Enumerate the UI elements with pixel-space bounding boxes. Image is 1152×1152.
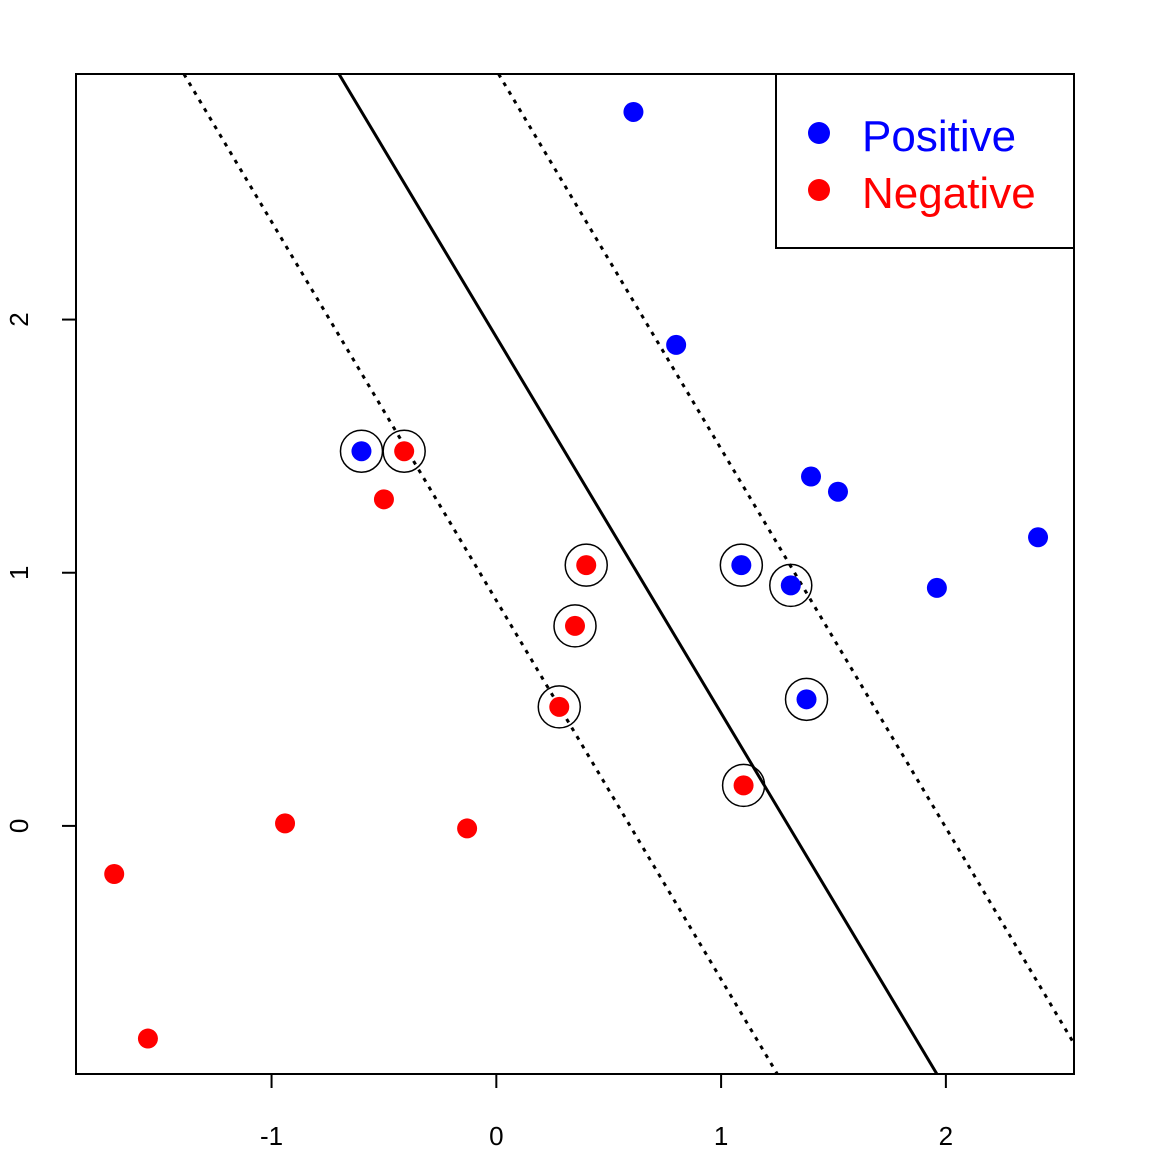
point-negative-1 [373, 489, 394, 510]
legend-marker-negative [808, 179, 830, 201]
x-axis: -1 0 1 2 [260, 1073, 953, 1151]
support-vector-ring-negative-4 [537, 685, 582, 729]
support-vector-ring-negative-3 [553, 604, 597, 648]
y-tick-label-1: 1 [4, 565, 34, 579]
support-vector-ring-positive-7 [769, 563, 813, 608]
legend: Positive Negative [775, 73, 1075, 249]
legend-marker-positive [808, 122, 830, 144]
support-vector-ring-negative-0 [382, 429, 426, 473]
point-negative-3 [565, 615, 585, 636]
lines-layer [182, 74, 1074, 1074]
point-negative-7 [457, 818, 478, 839]
y-tick-label-0: 0 [4, 819, 34, 833]
x-tick-label-3: 2 [939, 1121, 953, 1151]
point-negative-4 [549, 696, 570, 717]
point-positive-3 [801, 466, 822, 487]
legend-box [775, 73, 1075, 249]
margin-line-2 [497, 74, 1074, 1045]
point-negative-5 [733, 775, 754, 796]
points-layer [104, 101, 1049, 1049]
point-positive-1 [666, 334, 687, 355]
point-positive-6 [731, 555, 752, 576]
point-positive-8 [926, 577, 947, 598]
support-vector-ring-positive-6 [719, 543, 764, 587]
point-negative-2 [576, 555, 597, 576]
point-positive-7 [780, 575, 801, 596]
point-positive-2 [351, 441, 372, 462]
legend-label-negative: Negative [862, 169, 1036, 218]
support-vector-ring-positive-9 [784, 677, 829, 722]
x-tick-label-2: 1 [714, 1121, 728, 1151]
x-tick-label-1: 0 [489, 1121, 503, 1151]
point-negative-6 [275, 813, 296, 834]
point-positive-9 [796, 689, 817, 710]
point-negative-9 [137, 1028, 158, 1049]
point-negative-0 [394, 441, 415, 462]
point-positive-5 [1028, 527, 1049, 548]
support-vector-ring-negative-5 [721, 763, 766, 808]
legend-label-positive: Positive [862, 112, 1016, 161]
point-positive-0 [623, 101, 644, 122]
x-tick-label-0: -1 [260, 1121, 283, 1151]
y-tick-label-2: 2 [4, 312, 34, 326]
y-axis: 0 1 2 [4, 312, 77, 833]
support-vector-ring-negative-2 [564, 543, 608, 587]
point-positive-4 [827, 481, 848, 502]
point-negative-8 [104, 864, 125, 884]
margin-line-1 [182, 74, 779, 1074]
decision-boundary-line [337, 74, 939, 1074]
